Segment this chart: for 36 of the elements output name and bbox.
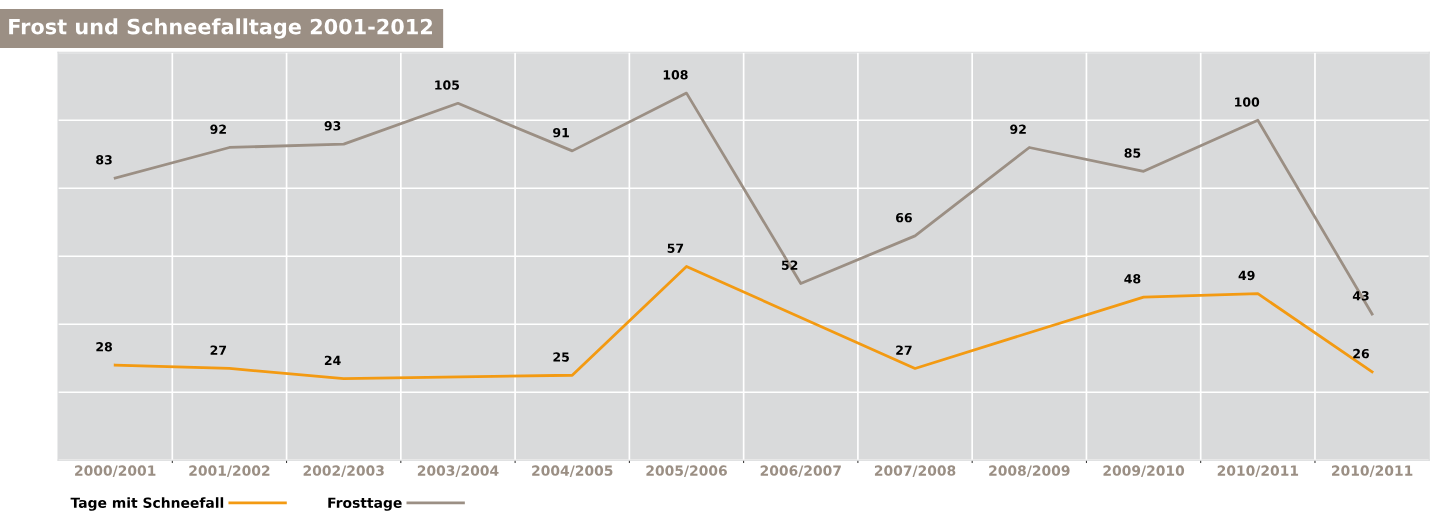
data-label: 57: [667, 243, 684, 253]
x-tick-label: 2006/2007: [760, 465, 841, 477]
data-label: 85: [1124, 148, 1141, 158]
data-label: 27: [896, 345, 912, 355]
data-label: 91: [553, 127, 569, 138]
data-label: 92: [210, 124, 226, 134]
legend-label: Tage mit Schneefall: [70, 497, 224, 511]
x-tick-label: 2000/2001: [75, 465, 156, 477]
data-label: 93: [324, 121, 341, 131]
data-label: 66: [896, 212, 912, 223]
data-label: 83: [96, 155, 112, 165]
x-tick-label: 2010/2011: [1332, 465, 1413, 477]
data-label: 26: [1353, 348, 1370, 359]
data-label: 28: [96, 342, 112, 352]
data-label: 43: [1352, 291, 1369, 301]
legend-label: Frosttage: [328, 497, 402, 511]
data-label: 100: [1235, 97, 1260, 107]
data-label: 49: [1238, 270, 1255, 281]
x-tick-label: 2010/2011: [1217, 465, 1299, 477]
x-tick-label: 2002/2003: [303, 465, 384, 477]
x-tick-label: 2007/2008: [874, 465, 956, 477]
x-tick-label: 2003/2004: [417, 465, 499, 477]
data-label: 27: [210, 345, 227, 355]
data-label: 24: [324, 355, 341, 365]
x-tick-label: 2004/2005: [532, 465, 613, 477]
x-tick-label: 2008/2009: [989, 465, 1070, 477]
chart-title: Frost und Schneefalltage 2001-2012: [9, 18, 432, 39]
data-label: 92: [1010, 124, 1026, 134]
x-tick-label: 2001/2002: [189, 465, 270, 477]
data-label: 108: [663, 70, 688, 80]
x-tick-label: 2005/2006: [646, 465, 727, 477]
x-tick-label: 2009/2010: [1103, 465, 1185, 477]
data-label: 25: [553, 352, 569, 362]
data-label: 105: [435, 80, 460, 90]
data-label: 48: [1124, 274, 1141, 284]
data-label: 52: [781, 260, 798, 270]
